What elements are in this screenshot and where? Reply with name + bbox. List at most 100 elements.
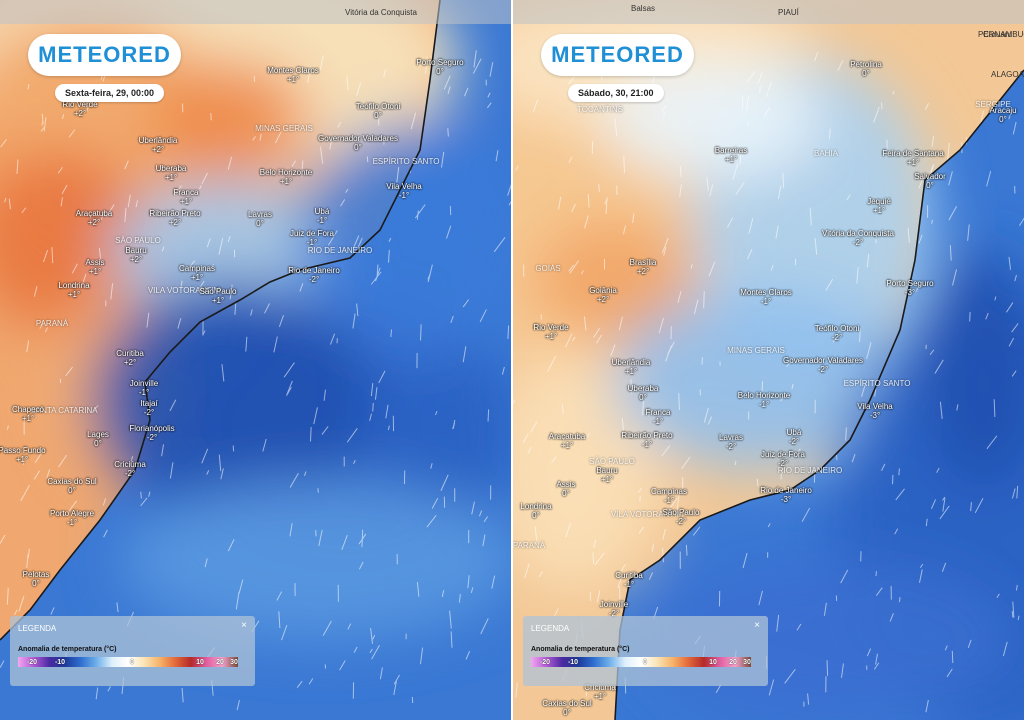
wind-streak [558,196,562,210]
wind-streak [948,171,953,186]
wind-streak [665,345,672,362]
city-label: Montes Claros +1° [267,66,319,84]
wind-streak [374,387,378,400]
wind-streak [727,217,734,228]
wind-streak [593,327,600,338]
wind-streak [410,112,417,130]
city-label: Criciúma +1° [584,683,616,701]
wind-streak [508,201,511,206]
wind-streak [304,471,307,476]
wind-streak [291,160,297,167]
wind-streak [495,150,499,162]
wind-streak [859,328,861,343]
wind-streak [952,269,957,286]
place-label: PIAUÍ [778,8,799,17]
place-label: Balsas [631,4,656,13]
city-name: Vila Velha [857,402,893,411]
wind-streak [445,225,452,239]
wind-streak [26,554,29,568]
wind-streak [372,402,374,412]
city-label: Lages 0° [87,430,109,448]
wind-streak [596,334,602,344]
legend-subtitle: Anomalia de temperatura (°C) [18,646,117,653]
wind-streak [327,230,338,246]
wind-streak [371,645,380,660]
city-anomaly: 0° [436,67,444,76]
wind-streak [941,562,947,572]
wind-streak [375,267,381,282]
wind-streak [199,185,202,190]
wind-streak [493,237,506,253]
wind-streak [651,543,655,552]
wind-streak [538,571,543,578]
city-label: Governador Valadares -2° [783,356,863,374]
close-button[interactable]: × [754,620,760,631]
wind-streak [616,564,626,578]
wind-streak [227,539,235,552]
wind-streak [610,344,616,357]
legend-title: LEGENDA [531,624,570,633]
wind-streak [450,631,453,648]
wind-streak [352,313,356,329]
city-anomaly: +1° [906,158,920,167]
wind-streak [0,139,7,148]
wind-streak [124,207,127,223]
wind-streak [358,533,367,545]
wind-streak [801,507,811,522]
city-anomaly: -1° [663,496,675,505]
wind-streak [1011,370,1017,377]
city-label: Uberaba +1° [156,164,187,182]
wind-streak [472,58,482,74]
wind-streak [568,264,575,272]
wind-streak [43,249,49,263]
wind-streak [746,121,750,127]
wind-streak [925,518,928,527]
city-label: Aracaju 0° [989,106,1016,124]
wind-streak [866,342,872,359]
wind-streak [944,645,948,651]
wind-streak [571,203,576,213]
wind-streak [370,627,374,644]
wind-streak [227,156,233,170]
city-label: Assis 0° [556,480,575,498]
wind-streak [996,593,1000,599]
wind-streak [784,669,796,684]
city-anomaly: +1° [279,177,293,186]
wind-streak [135,200,139,208]
wind-streak [524,563,530,578]
wind-streak [568,156,573,163]
wind-streak [65,366,73,377]
wind-streak [841,663,844,678]
wind-streak [661,445,671,457]
wind-streak [318,529,323,547]
wind-streak [708,261,716,277]
wind-streak [748,218,754,234]
wind-streak [756,478,759,487]
city-anomaly: +1° [164,173,178,182]
wind-streak [201,172,209,184]
wind-streak [924,103,929,110]
wind-streak [289,523,293,537]
wind-streak [1016,485,1019,499]
city-name: Araçatuba [548,432,586,441]
wind-streak [345,189,349,193]
city-anomaly: 0° [94,439,102,448]
wind-streak [227,236,231,243]
close-button[interactable]: × [241,620,247,631]
wind-streak [782,172,785,189]
city-anomaly: -1° [758,400,770,409]
wind-streak [926,165,934,183]
region-label: MINAS GERAIS [727,346,785,355]
city-name: Porto Seguro [416,58,464,67]
city-label: Lavras -2° [719,433,743,451]
city-name: Juiz de Fora [289,229,335,238]
city-anomaly: +2° [168,218,182,227]
wind-streak [873,106,880,123]
wind-streak [693,299,699,315]
wind-streak [321,426,329,435]
city-label: Brasília +2° [630,258,657,276]
city-anomaly: -3° [904,288,916,297]
city-anomaly: -1° [398,191,410,200]
wind-streak [569,260,579,274]
